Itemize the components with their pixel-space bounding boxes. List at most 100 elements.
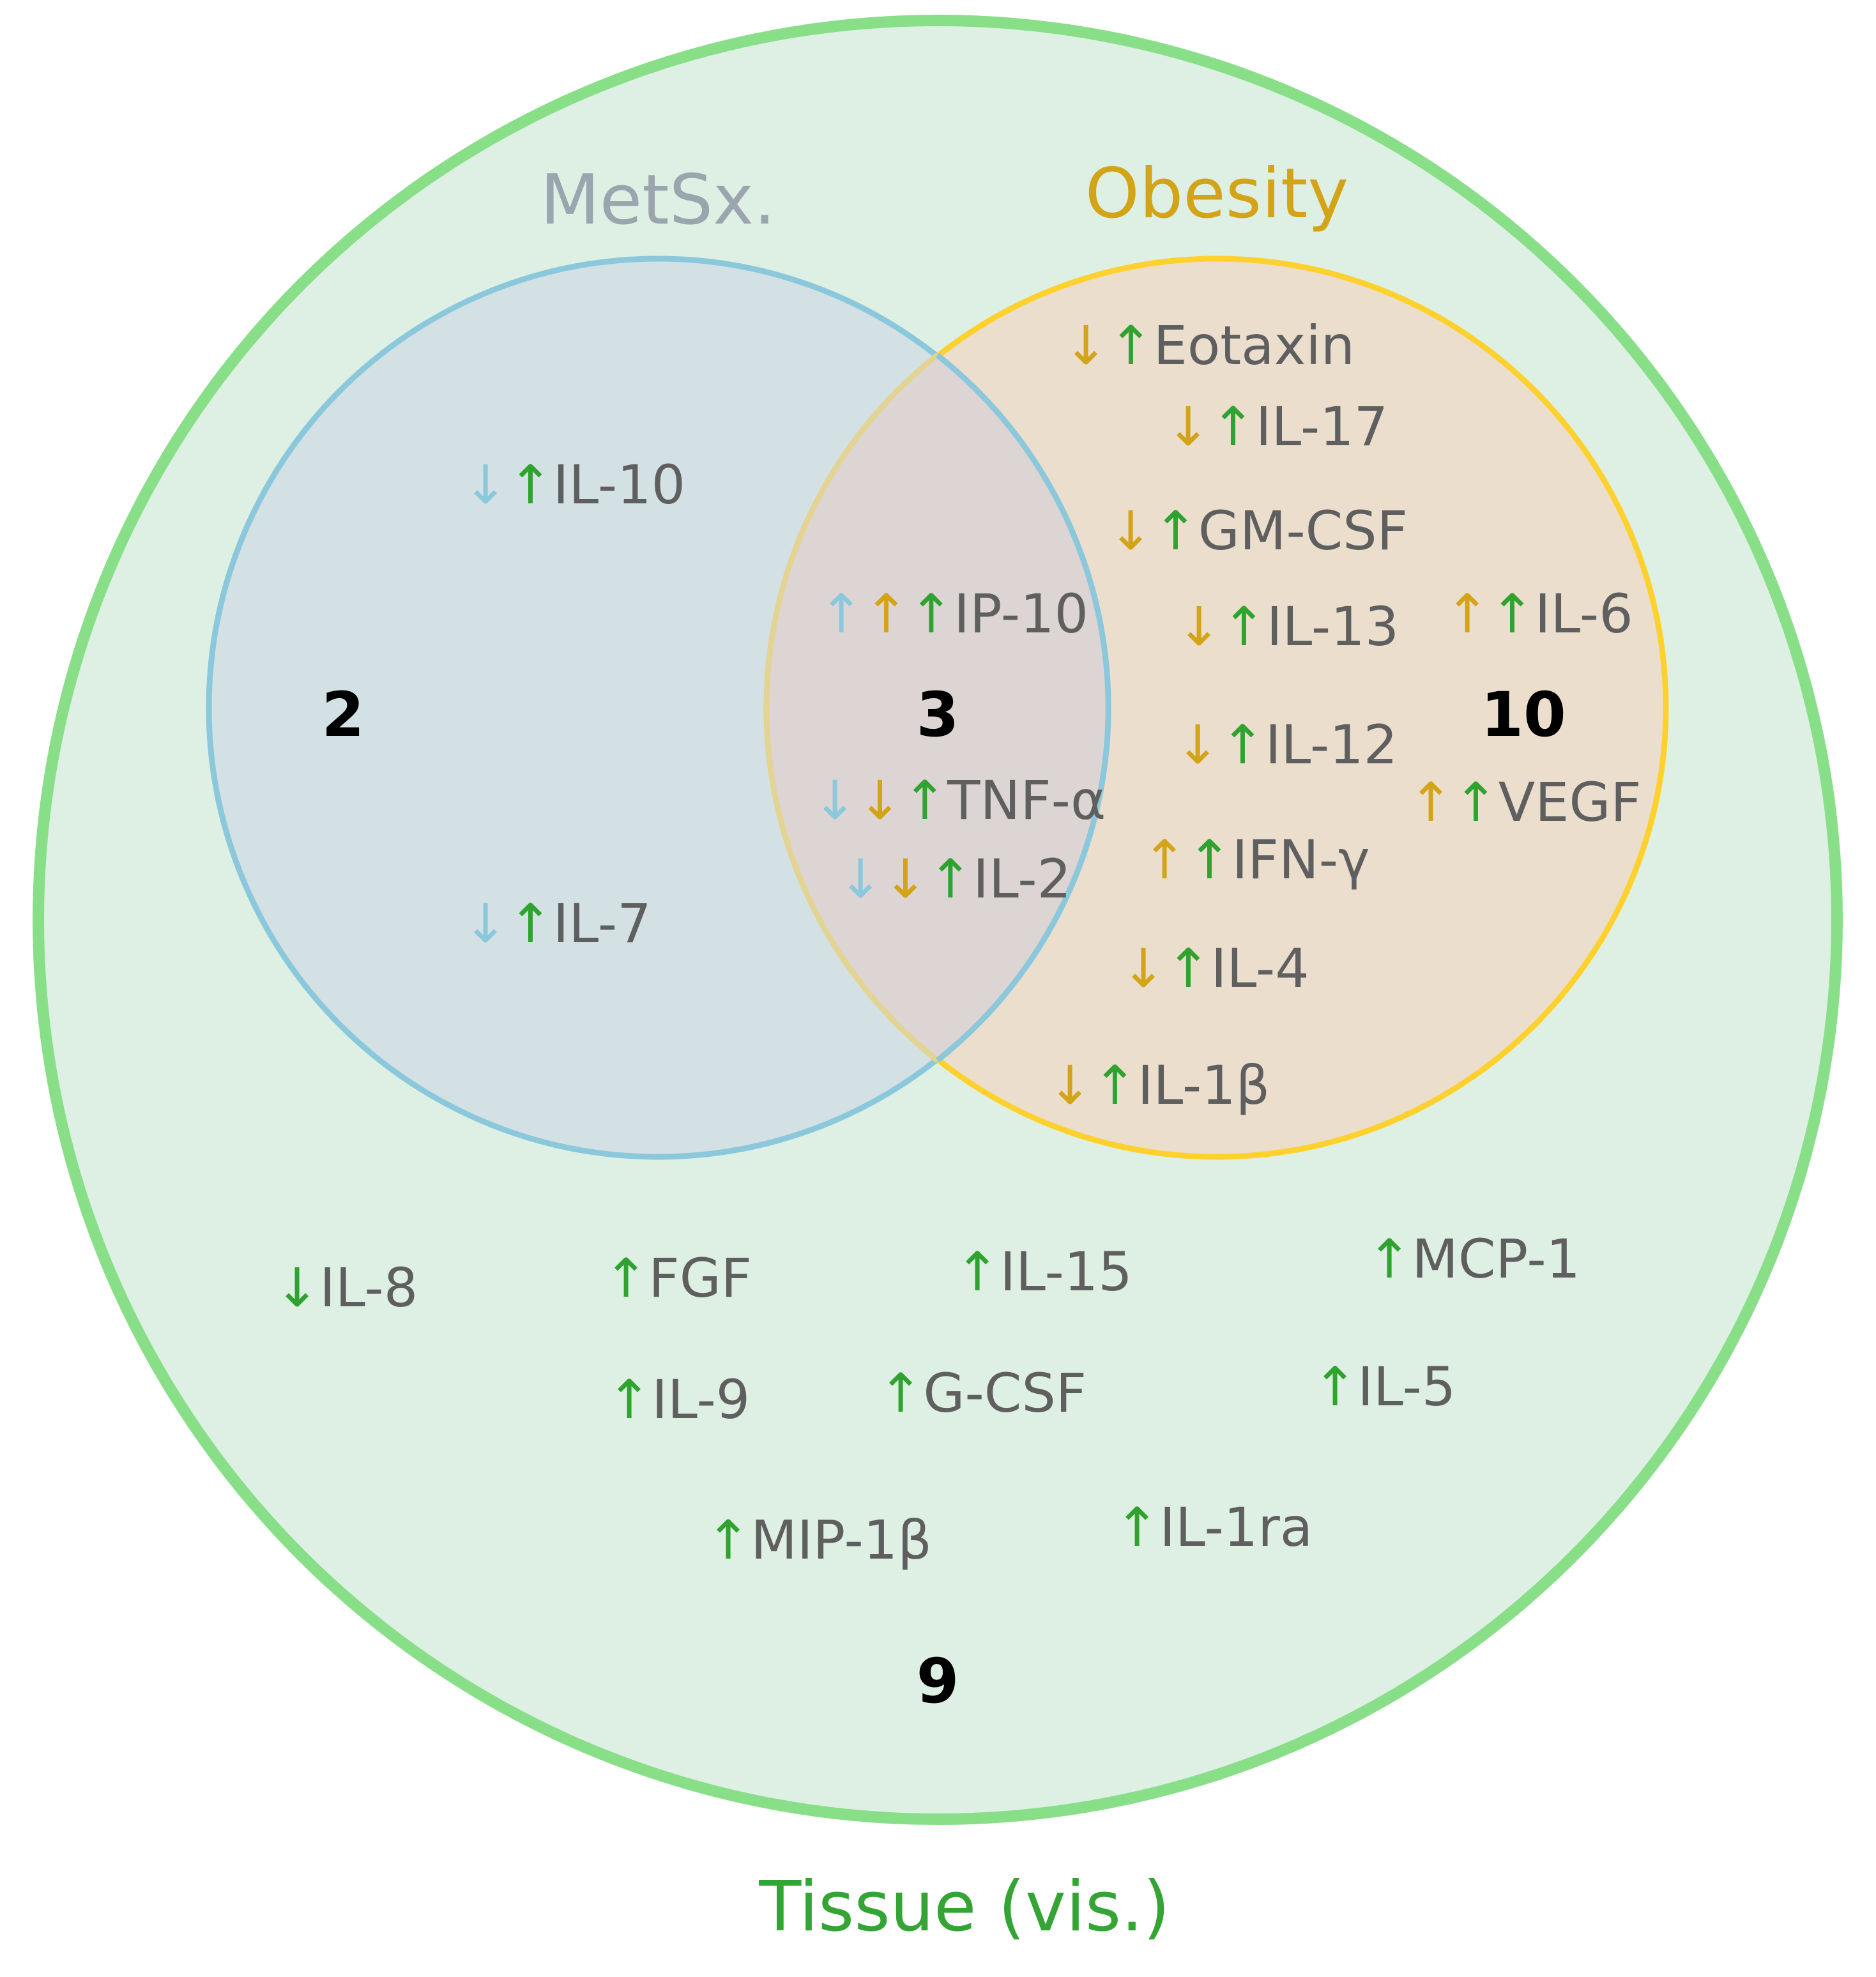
up-arrow-icon: ↑ bbox=[1187, 828, 1232, 891]
up-arrow-icon: ↑ bbox=[1453, 771, 1498, 834]
down-arrow-icon: ↓ bbox=[812, 769, 857, 832]
up-arrow-icon: ↑ bbox=[1313, 1355, 1357, 1418]
down-arrow-icon: ↓ bbox=[463, 892, 508, 955]
down-arrow-icon: ↓ bbox=[275, 1256, 319, 1319]
cytokine-name: IL-1ra bbox=[1159, 1496, 1313, 1559]
cytokine-name: IL-5 bbox=[1357, 1355, 1456, 1418]
cytokine-fgf: ↑FGF bbox=[604, 1247, 752, 1309]
cytokine-name: VEGF bbox=[1499, 771, 1642, 834]
cytokine-il-2: ↓↓↑IL-2 bbox=[838, 848, 1071, 910]
up-arrow-icon: ↑ bbox=[928, 848, 973, 910]
down-arrow-icon: ↓ bbox=[1121, 937, 1166, 1000]
cytokine-name: Eotaxin bbox=[1154, 314, 1355, 377]
cytokine-il-9: ↑IL-9 bbox=[607, 1368, 750, 1431]
down-arrow-icon: ↓ bbox=[1166, 395, 1210, 458]
tissue-only-count: 9 bbox=[917, 1645, 959, 1717]
cytokine-il-15: ↑IL-15 bbox=[955, 1240, 1132, 1303]
cytokine-name: IL-13 bbox=[1267, 595, 1399, 658]
cytokine-name: IL-12 bbox=[1265, 714, 1398, 776]
up-arrow-icon: ↑ bbox=[706, 1509, 751, 1571]
cytokine-il-1b: ↓↑IL-1β bbox=[1048, 1054, 1270, 1117]
cytokine-name: IL-17 bbox=[1256, 395, 1388, 458]
cytokine-mip-1b: ↑MIP-1β bbox=[706, 1509, 932, 1571]
up-arrow-icon: ↑ bbox=[1210, 395, 1255, 458]
up-arrow-icon: ↑ bbox=[878, 1362, 923, 1424]
cytokine-name: G-CSF bbox=[923, 1362, 1087, 1424]
up-arrow-icon: ↑ bbox=[1221, 595, 1266, 658]
cytokine-ifn-g: ↑↑IFN-γ bbox=[1142, 828, 1370, 891]
up-arrow-icon: ↑ bbox=[1153, 500, 1198, 562]
cytokine-il-6: ↑↑IL-6 bbox=[1445, 583, 1633, 645]
up-arrow-icon: ↑ bbox=[1115, 1496, 1159, 1559]
cytokine-name: IL-7 bbox=[553, 892, 652, 955]
cytokine-name: IL-8 bbox=[319, 1256, 418, 1319]
down-arrow-icon: ↓ bbox=[463, 454, 508, 516]
up-arrow-icon: ↑ bbox=[1108, 314, 1153, 377]
metsx-obesity-count: 3 bbox=[917, 679, 959, 751]
up-arrow-icon: ↑ bbox=[819, 583, 864, 645]
up-arrow-icon: ↑ bbox=[604, 1247, 648, 1309]
cytokine-name: IL-15 bbox=[1000, 1240, 1132, 1303]
cytokine-name: IL-9 bbox=[652, 1368, 750, 1431]
obesity-only-count: 10 bbox=[1481, 679, 1566, 751]
cytokine-name: IL-10 bbox=[553, 454, 685, 516]
cytokine-il-10: ↓↑IL-10 bbox=[463, 454, 685, 516]
metsx-set-label: MetSx. bbox=[540, 160, 776, 240]
cytokine-tnf-a: ↓↓↑TNF-α bbox=[812, 769, 1106, 832]
cytokine-mcp-1: ↑MCP-1 bbox=[1367, 1228, 1580, 1290]
obesity-set-label: Obesity bbox=[1085, 154, 1349, 234]
up-arrow-icon: ↑ bbox=[909, 583, 954, 645]
up-arrow-icon: ↑ bbox=[1220, 714, 1265, 776]
down-arrow-icon: ↓ bbox=[883, 848, 927, 910]
up-arrow-icon: ↑ bbox=[903, 769, 947, 832]
cytokine-il-4: ↓↑IL-4 bbox=[1121, 937, 1309, 1000]
cytokine-name: IL-6 bbox=[1535, 583, 1633, 645]
cytokine-name: MCP-1 bbox=[1412, 1228, 1580, 1290]
down-arrow-icon: ↓ bbox=[1177, 595, 1221, 658]
cytokine-g-csf: ↑G-CSF bbox=[878, 1362, 1087, 1424]
cytokine-gm-csf: ↓↑GM-CSF bbox=[1108, 500, 1408, 562]
cytokine-name: IL-1β bbox=[1138, 1054, 1270, 1117]
cytokine-name: TNF-α bbox=[947, 769, 1106, 832]
cytokine-vegf: ↑↑VEGF bbox=[1408, 771, 1642, 834]
up-arrow-icon: ↑ bbox=[1367, 1228, 1412, 1290]
down-arrow-icon: ↓ bbox=[838, 848, 883, 910]
cytokine-labels: ↓↑IL-10↓↑IL-7↑↑↑IP-10↓↓↑TNF-α↓↓↑IL-2↓↑Eo… bbox=[275, 314, 1642, 1571]
up-arrow-icon: ↑ bbox=[1490, 583, 1534, 645]
cytokine-name: IL-4 bbox=[1211, 937, 1309, 1000]
cytokine-name: IL-2 bbox=[973, 848, 1071, 910]
cytokine-il-5: ↑IL-5 bbox=[1313, 1355, 1456, 1418]
metsx-only-count: 2 bbox=[322, 679, 365, 751]
up-arrow-icon: ↑ bbox=[1166, 937, 1210, 1000]
up-arrow-icon: ↑ bbox=[1142, 828, 1187, 891]
cytokine-il-7: ↓↑IL-7 bbox=[463, 892, 652, 955]
down-arrow-icon: ↓ bbox=[1064, 314, 1108, 377]
down-arrow-icon: ↓ bbox=[1108, 500, 1153, 562]
cytokine-name: IP-10 bbox=[954, 583, 1088, 645]
down-arrow-icon: ↓ bbox=[1175, 714, 1220, 776]
cytokine-ip-10: ↑↑↑IP-10 bbox=[819, 583, 1088, 645]
cytokine-il-17: ↓↑IL-17 bbox=[1166, 395, 1388, 458]
up-arrow-icon: ↑ bbox=[508, 892, 553, 955]
intersection-region bbox=[763, 259, 1111, 1157]
cytokine-name: MIP-1β bbox=[751, 1509, 931, 1571]
up-arrow-icon: ↑ bbox=[508, 454, 553, 516]
cytokine-il-13: ↓↑IL-13 bbox=[1177, 595, 1399, 658]
up-arrow-icon: ↑ bbox=[1092, 1054, 1137, 1117]
cytokine-name: FGF bbox=[648, 1247, 752, 1309]
cytokine-name: IFN-γ bbox=[1232, 828, 1370, 891]
up-arrow-icon: ↑ bbox=[1408, 771, 1453, 834]
cytokine-il-8: ↓IL-8 bbox=[275, 1256, 418, 1319]
cytokine-eotaxin: ↓↑Eotaxin bbox=[1064, 314, 1355, 377]
cytokine-il-12: ↓↑IL-12 bbox=[1175, 714, 1398, 776]
cytokine-name: GM-CSF bbox=[1198, 500, 1408, 562]
tissue-set-label: Tissue (vis.) bbox=[758, 1867, 1170, 1947]
cytokine-il-1ra: ↑IL-1ra bbox=[1115, 1496, 1313, 1559]
up-arrow-icon: ↑ bbox=[1445, 583, 1490, 645]
down-arrow-icon: ↓ bbox=[857, 769, 902, 832]
up-arrow-icon: ↑ bbox=[607, 1368, 652, 1431]
down-arrow-icon: ↓ bbox=[1048, 1054, 1092, 1117]
up-arrow-icon: ↑ bbox=[955, 1240, 1000, 1303]
up-arrow-icon: ↑ bbox=[864, 583, 908, 645]
